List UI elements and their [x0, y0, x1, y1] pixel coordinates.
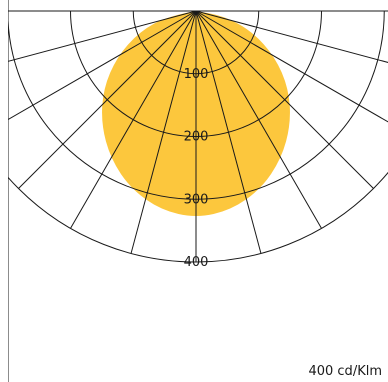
- grid-ring-200: [70, 10, 322, 137]
- ring-label-400: 400: [184, 255, 209, 270]
- unit-label: 400 cd/Klm: [308, 364, 382, 379]
- radius-grid-rings: [8, 10, 388, 263]
- ring-label-300: 300: [184, 192, 209, 207]
- grid-ring-100: [132, 10, 260, 75]
- ring-label-200: 200: [184, 130, 209, 145]
- ring-label-100: 100: [184, 67, 209, 82]
- radius-tick-labels: 100 200 300 400: [184, 67, 209, 270]
- grid-ring-400: [8, 171, 388, 263]
- grid-ring-300: [8, 10, 385, 200]
